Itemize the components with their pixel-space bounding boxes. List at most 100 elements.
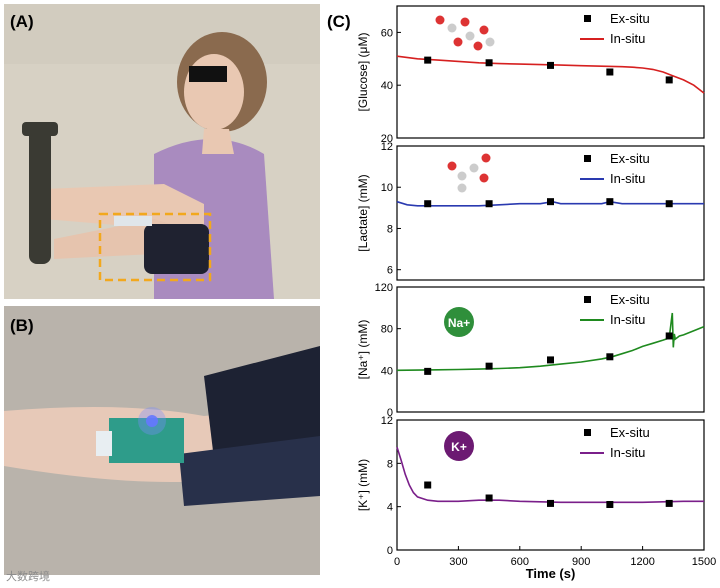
photo-a-illustration bbox=[4, 4, 320, 299]
ex-situ-point bbox=[665, 76, 673, 84]
x-tick-label: 1500 bbox=[692, 556, 716, 568]
x-tick-label: 1200 bbox=[630, 556, 654, 568]
legend-marker-ex-situ bbox=[584, 155, 591, 162]
ex-situ-point bbox=[606, 353, 614, 361]
atom bbox=[465, 31, 475, 41]
in-situ-line bbox=[396, 446, 704, 504]
atom bbox=[435, 15, 445, 25]
sodium-ion-icon: Na+ bbox=[444, 307, 474, 337]
y-tick-label: 80 bbox=[381, 324, 393, 336]
ex-situ-point bbox=[606, 198, 614, 206]
sodium-ion-symbol: Na+ bbox=[448, 316, 470, 330]
legend-label-ex-situ: Ex-situ bbox=[610, 11, 650, 26]
chart-lactate: 6 8 10 12 [Lactate] (mM) Ex-situ In-situ bbox=[356, 141, 705, 281]
ex-situ-point bbox=[665, 499, 673, 507]
glucose-molecule-icon bbox=[435, 15, 495, 51]
chart-sodium: 0 40 80 120 [Na⁺] (mM) Ex-situ In-situ bbox=[356, 282, 705, 419]
ex-situ-point bbox=[485, 59, 493, 67]
y-axis-label: [Na⁺] (mM) bbox=[356, 320, 370, 380]
in-situ-line bbox=[396, 55, 705, 94]
y-tick-label: 12 bbox=[381, 415, 393, 427]
atom bbox=[447, 161, 457, 171]
chart-glucose: 20 40 60 [Glucose] (μM) Ex-situ In-situ bbox=[356, 5, 705, 145]
y-axis-label: [Glucose] (μM) bbox=[356, 33, 370, 112]
y-tick-label: 10 bbox=[381, 182, 393, 194]
ex-situ-point bbox=[424, 56, 432, 64]
y-tick-label: 60 bbox=[381, 27, 393, 39]
lactate-molecule-icon bbox=[447, 153, 491, 193]
ex-situ-point bbox=[547, 61, 554, 69]
potassium-ion-icon: K+ bbox=[444, 431, 474, 461]
y-tick-label: 120 bbox=[375, 282, 393, 294]
ex-situ-point bbox=[547, 198, 554, 206]
chart-potassium: 0 4 8 12 0 300 600 900 1200 1500 Time (s) [K⁺] (mM)… bbox=[356, 415, 716, 581]
photo-wearable-demo bbox=[4, 4, 320, 299]
legend-label-in-situ: In-situ bbox=[610, 312, 645, 327]
x-tick-label: 600 bbox=[511, 556, 529, 568]
ex-situ-point bbox=[485, 200, 493, 208]
photo-b-illustration bbox=[4, 306, 320, 575]
legend-label-in-situ: In-situ bbox=[610, 445, 645, 460]
atom bbox=[457, 183, 467, 193]
y-tick-label: 6 bbox=[387, 265, 393, 277]
x-tick-label: 0 bbox=[394, 556, 400, 568]
legend-label-ex-situ: Ex-situ bbox=[610, 151, 650, 166]
potassium-ion-symbol: K+ bbox=[451, 440, 467, 454]
ex-situ-point bbox=[485, 494, 493, 502]
panel-label-c: (C) bbox=[327, 12, 351, 31]
atom bbox=[469, 163, 479, 173]
y-tick-label: 40 bbox=[381, 365, 393, 377]
legend-label-in-situ: In-situ bbox=[610, 171, 645, 186]
x-axis-label: Time (s) bbox=[526, 566, 576, 581]
ex-situ-point bbox=[606, 68, 614, 76]
atom bbox=[457, 171, 467, 181]
ex-situ-point bbox=[547, 499, 554, 507]
panel-label-a: (A) bbox=[10, 12, 34, 31]
plot-frame bbox=[396, 286, 705, 413]
y-tick-label: 20 bbox=[381, 133, 393, 145]
legend-marker-ex-situ bbox=[584, 15, 591, 22]
ex-situ-point bbox=[606, 501, 614, 508]
plot-frame bbox=[396, 419, 705, 551]
y-tick-label: 8 bbox=[387, 458, 393, 470]
y-tick-label: 40 bbox=[381, 80, 393, 92]
y-tick-label: 0 bbox=[387, 545, 393, 557]
atom bbox=[485, 37, 495, 47]
y-axis-label: [Lactate] (mM) bbox=[356, 174, 370, 251]
panel-label-b: (B) bbox=[10, 316, 34, 335]
atom bbox=[479, 173, 489, 183]
y-axis-label: [K⁺] (mM) bbox=[356, 459, 370, 511]
y-tick-label: 0 bbox=[387, 407, 393, 419]
atom bbox=[481, 153, 491, 163]
ex-situ-point bbox=[485, 362, 493, 370]
y-tick-label: 8 bbox=[387, 223, 393, 235]
legend-label-ex-situ: Ex-situ bbox=[610, 292, 650, 307]
y-tick-label: 4 bbox=[387, 502, 393, 514]
atom bbox=[460, 17, 470, 27]
ex-situ-point bbox=[424, 481, 432, 489]
x-tick-label: 900 bbox=[572, 556, 590, 568]
ex-situ-point bbox=[665, 332, 673, 340]
sodium-ion-ball bbox=[444, 307, 474, 337]
atom bbox=[447, 23, 457, 33]
in-situ-line bbox=[396, 312, 705, 372]
plot-frame bbox=[396, 5, 705, 139]
y-tick-label: 12 bbox=[381, 141, 393, 153]
watermark: 大数跨境 bbox=[6, 570, 50, 583]
ex-situ-point bbox=[665, 200, 673, 208]
ex-situ-point bbox=[424, 367, 432, 375]
atom bbox=[473, 41, 483, 51]
ex-situ-point bbox=[424, 200, 432, 208]
ex-situ-point bbox=[547, 356, 554, 364]
legend-label-ex-situ: Ex-situ bbox=[610, 425, 650, 440]
potassium-ion-ball bbox=[444, 431, 474, 461]
legend-label-in-situ: In-situ bbox=[610, 31, 645, 46]
legend-marker-ex-situ bbox=[584, 296, 591, 303]
atom bbox=[479, 25, 489, 35]
atom bbox=[453, 37, 463, 47]
x-tick-label: 300 bbox=[449, 556, 467, 568]
plot-frame bbox=[396, 145, 705, 281]
legend-marker-ex-situ bbox=[584, 429, 591, 436]
photo-sensor-closeup bbox=[4, 306, 320, 575]
